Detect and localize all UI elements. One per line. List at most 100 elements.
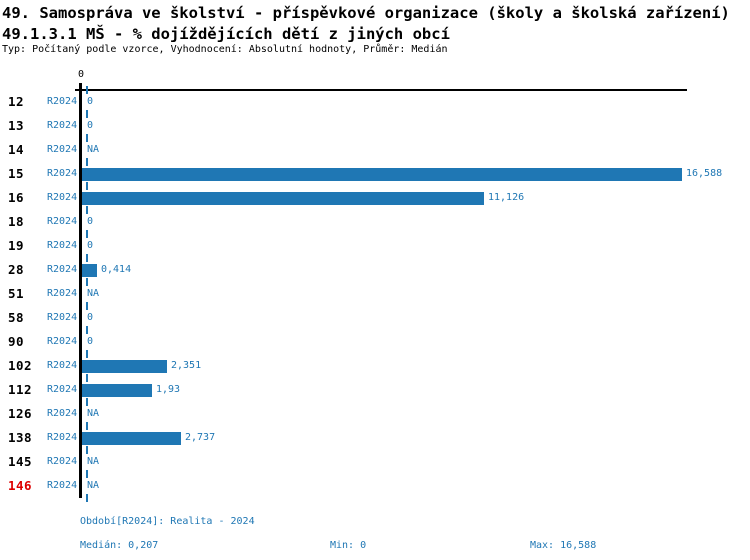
value-label: 0,414 xyxy=(101,264,132,275)
value-bar xyxy=(82,168,682,181)
value-label: 1,93 xyxy=(156,384,181,395)
row-period-label: R2024 xyxy=(47,216,78,227)
row-number: 28 xyxy=(8,262,25,277)
row-number: 138 xyxy=(8,430,33,445)
median-tick xyxy=(86,422,88,430)
row-number: 58 xyxy=(8,310,25,325)
value-bar xyxy=(82,432,181,445)
median-tick xyxy=(86,86,88,94)
median-tick xyxy=(86,374,88,382)
value-label: NA xyxy=(87,144,100,155)
chart-row: 12 R2024 0 xyxy=(0,90,750,114)
median-tick xyxy=(86,158,88,166)
row-number: 146 xyxy=(8,478,33,493)
row-number: 51 xyxy=(8,286,25,301)
row-period-label: R2024 xyxy=(47,456,78,467)
value-bar xyxy=(82,384,152,397)
row-number: 18 xyxy=(8,214,25,229)
y-axis-line xyxy=(79,83,82,498)
chart-row: 112 R2024 1,93 xyxy=(0,378,750,402)
value-label: 0 xyxy=(87,312,94,323)
value-label: 11,126 xyxy=(488,192,525,203)
chart-row: 90 R2024 0 xyxy=(0,330,750,354)
row-number: 112 xyxy=(8,382,33,397)
max-summary-label: Max: 16,588 xyxy=(530,540,597,551)
median-tick xyxy=(86,398,88,406)
row-period-label: R2024 xyxy=(47,360,78,371)
median-tick xyxy=(86,470,88,478)
value-label: 16,588 xyxy=(686,168,723,179)
value-label: 0 xyxy=(87,216,94,227)
value-label: 2,737 xyxy=(185,432,216,443)
row-number: 15 xyxy=(8,166,25,181)
row-period-label: R2024 xyxy=(47,312,78,323)
row-period-label: R2024 xyxy=(47,96,78,107)
row-period-label: R2024 xyxy=(47,408,78,419)
row-number: 102 xyxy=(8,358,33,373)
median-tick xyxy=(86,110,88,118)
value-bar xyxy=(82,192,484,205)
chart-row: 14 R2024 NA xyxy=(0,138,750,162)
median-tick xyxy=(86,134,88,142)
chart-row: 145 R2024 NA xyxy=(0,450,750,474)
row-period-label: R2024 xyxy=(47,432,78,443)
value-label: 0 xyxy=(87,336,94,347)
report-title: 49. Samospráva ve školství - příspěvkové… xyxy=(2,4,730,22)
median-tick xyxy=(86,230,88,238)
chart-row: 58 R2024 0 xyxy=(0,306,750,330)
row-period-label: R2024 xyxy=(47,264,78,275)
median-tick xyxy=(86,494,88,502)
chart-row: 19 R2024 0 xyxy=(0,234,750,258)
chart-row: 28 R2024 0,414 xyxy=(0,258,750,282)
min-summary-label: Min: 0 xyxy=(330,540,367,551)
row-period-label: R2024 xyxy=(47,120,78,131)
value-label: NA xyxy=(87,408,100,419)
row-period-label: R2024 xyxy=(47,480,78,491)
value-label: 0 xyxy=(87,96,94,107)
x-axis-zero-label: 0 xyxy=(77,69,85,80)
median-tick xyxy=(86,182,88,190)
median-summary-label: Medián: 0,207 xyxy=(80,540,159,551)
row-period-label: R2024 xyxy=(47,336,78,347)
row-number: 145 xyxy=(8,454,33,469)
period-label: Období[R2024]: Realita - 2024 xyxy=(80,516,255,527)
row-period-label: R2024 xyxy=(47,168,78,179)
value-label: NA xyxy=(87,480,100,491)
chart-row: 13 R2024 0 xyxy=(0,114,750,138)
row-number: 13 xyxy=(8,118,25,133)
row-number: 126 xyxy=(8,406,33,421)
chart-row: 18 R2024 0 xyxy=(0,210,750,234)
median-tick xyxy=(86,302,88,310)
median-tick xyxy=(86,254,88,262)
chart-row: 146 R2024 NA xyxy=(0,474,750,498)
row-period-label: R2024 xyxy=(47,384,78,395)
chart-row: 51 R2024 NA xyxy=(0,282,750,306)
value-label: 0 xyxy=(87,120,94,131)
median-tick xyxy=(86,278,88,286)
chart-row: 16 R2024 11,126 xyxy=(0,186,750,210)
row-number: 14 xyxy=(8,142,25,157)
median-tick xyxy=(86,206,88,214)
median-tick xyxy=(86,446,88,454)
row-number: 19 xyxy=(8,238,25,253)
chart-row: 15 R2024 16,588 xyxy=(0,162,750,186)
value-label: 2,351 xyxy=(171,360,202,371)
row-number: 12 xyxy=(8,94,25,109)
row-period-label: R2024 xyxy=(47,288,78,299)
median-tick xyxy=(86,326,88,334)
x-axis-line xyxy=(75,89,687,91)
chart-row: 126 R2024 NA xyxy=(0,402,750,426)
median-tick xyxy=(86,350,88,358)
indicator-meta: Typ: Počítaný podle vzorce, Vyhodnocení:… xyxy=(2,44,448,55)
row-number: 16 xyxy=(8,190,25,205)
row-period-label: R2024 xyxy=(47,240,78,251)
value-bar xyxy=(82,360,167,373)
row-period-label: R2024 xyxy=(47,192,78,203)
value-label: NA xyxy=(87,456,100,467)
indicator-title: 49.1.3.1 MŠ - % dojíždějících dětí z jin… xyxy=(2,25,450,43)
value-label: 0 xyxy=(87,240,94,251)
chart-row: 102 R2024 2,351 xyxy=(0,354,750,378)
